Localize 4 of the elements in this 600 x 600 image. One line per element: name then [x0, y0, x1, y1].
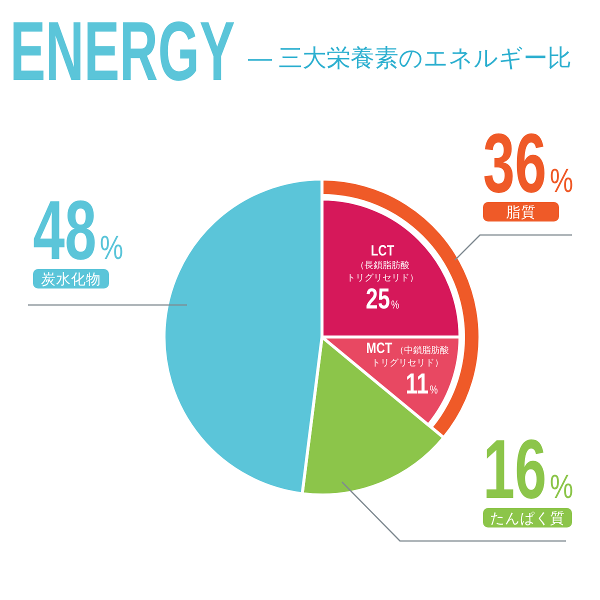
- chart-subtitle: — 三大栄養素のエネルギー比: [248, 45, 572, 72]
- chart-title: ENERGY: [10, 4, 235, 98]
- slice-label: MCT（中鎖脂肪酸トリグリセリド） 11%: [366, 340, 450, 400]
- slice-label: LCT（長鎖脂肪酸トリグリセリド） 25%: [346, 242, 418, 316]
